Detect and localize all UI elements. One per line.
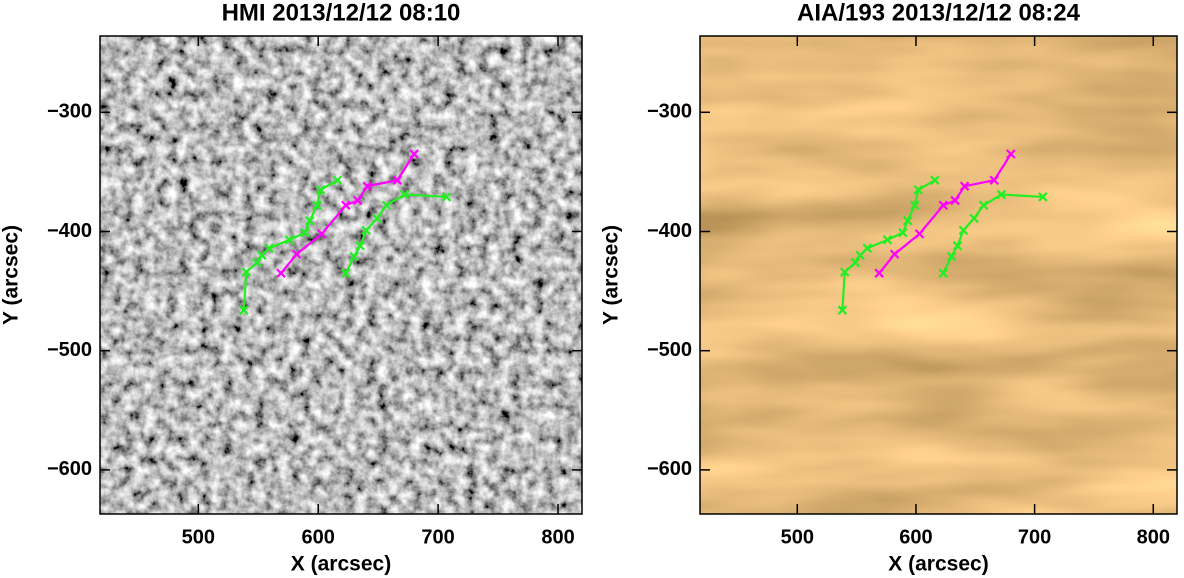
track-marker: [341, 200, 351, 211]
x-tick-label: 600: [302, 526, 335, 548]
track-marker: [913, 184, 924, 195]
track-marker: [839, 267, 850, 277]
track-marker: [361, 225, 371, 236]
x-tick-label: 500: [781, 526, 814, 548]
track-marker: [257, 250, 267, 261]
euv-image: [700, 36, 1177, 514]
y-tick-label: −400: [647, 220, 692, 242]
track-marker: [1006, 149, 1016, 159]
track-marker: [855, 250, 865, 261]
track-marker: [291, 249, 302, 259]
x-tick-label: 700: [421, 526, 454, 548]
plot-frame: [699, 35, 1178, 515]
track-marker: [889, 249, 900, 259]
track-marker: [978, 200, 989, 211]
track-marker: [996, 189, 1007, 200]
track-marker: [264, 243, 274, 253]
y-tick-label: −500: [647, 339, 692, 361]
track-marker: [902, 215, 913, 226]
track-marker: [355, 241, 365, 251]
x-tick-label: 800: [541, 526, 574, 548]
x-tick-label: 600: [899, 526, 932, 548]
track-marker: [372, 213, 382, 224]
y-tick-label: −500: [47, 339, 92, 361]
track-marker: [938, 200, 949, 211]
track-marker: [914, 229, 925, 239]
chart-title: HMI 2013/12/12 08:10: [222, 0, 461, 26]
plot-frame: [99, 35, 583, 515]
track-marker: [1038, 192, 1048, 202]
track-marker: [930, 175, 940, 186]
track-marker: [276, 268, 286, 278]
track-marker: [946, 251, 957, 262]
y-tick-label: −300: [647, 101, 692, 123]
track-marker: [239, 305, 249, 315]
track-marker: [837, 305, 848, 315]
y-axis-label: Y (arcsec): [0, 225, 23, 325]
track-marker: [252, 257, 262, 268]
x-axis-label: X (arcsec): [888, 553, 988, 576]
magnetogram-image: [100, 36, 582, 514]
track-marker: [882, 235, 893, 245]
track-marker: [989, 175, 1000, 186]
track-marker: [874, 268, 884, 278]
track-marker: [341, 268, 351, 278]
track-marker: [312, 200, 322, 211]
track-marker: [898, 227, 908, 238]
track-marker: [952, 241, 963, 251]
track-marker: [909, 200, 920, 211]
chart-title: AIA/193 2013/12/12 08:24: [797, 0, 1081, 26]
x-tick-label: 700: [1018, 526, 1051, 548]
track-marker: [392, 175, 403, 186]
y-axis-label: Y (arcsec): [600, 225, 623, 325]
track-marker: [315, 184, 326, 195]
x-axis-label: X (arcsec): [291, 553, 391, 576]
track-marker: [399, 189, 410, 200]
track-marker: [969, 213, 979, 224]
x-tick-label: 500: [182, 526, 215, 548]
track-marker: [441, 192, 452, 202]
track-marker: [862, 243, 873, 253]
track-marker: [353, 195, 363, 206]
track-marker: [938, 268, 949, 278]
track-marker: [381, 200, 392, 211]
y-tick-label: −400: [47, 220, 92, 242]
track-marker: [349, 251, 359, 262]
y-tick-label: −600: [47, 458, 92, 480]
y-tick-label: −300: [47, 101, 92, 123]
track-marker: [241, 267, 252, 277]
track-marker: [850, 257, 861, 268]
track-marker: [284, 235, 295, 245]
track-marker: [950, 195, 960, 206]
track-marker: [317, 229, 327, 239]
x-tick-label: 800: [1137, 526, 1170, 548]
track-marker: [959, 181, 970, 191]
track-marker: [305, 215, 315, 226]
track-marker: [958, 225, 969, 236]
track-marker: [362, 181, 373, 191]
y-tick-label: −600: [647, 458, 692, 480]
track-marker: [300, 227, 310, 238]
track-marker: [409, 149, 419, 159]
track-marker: [332, 175, 343, 186]
